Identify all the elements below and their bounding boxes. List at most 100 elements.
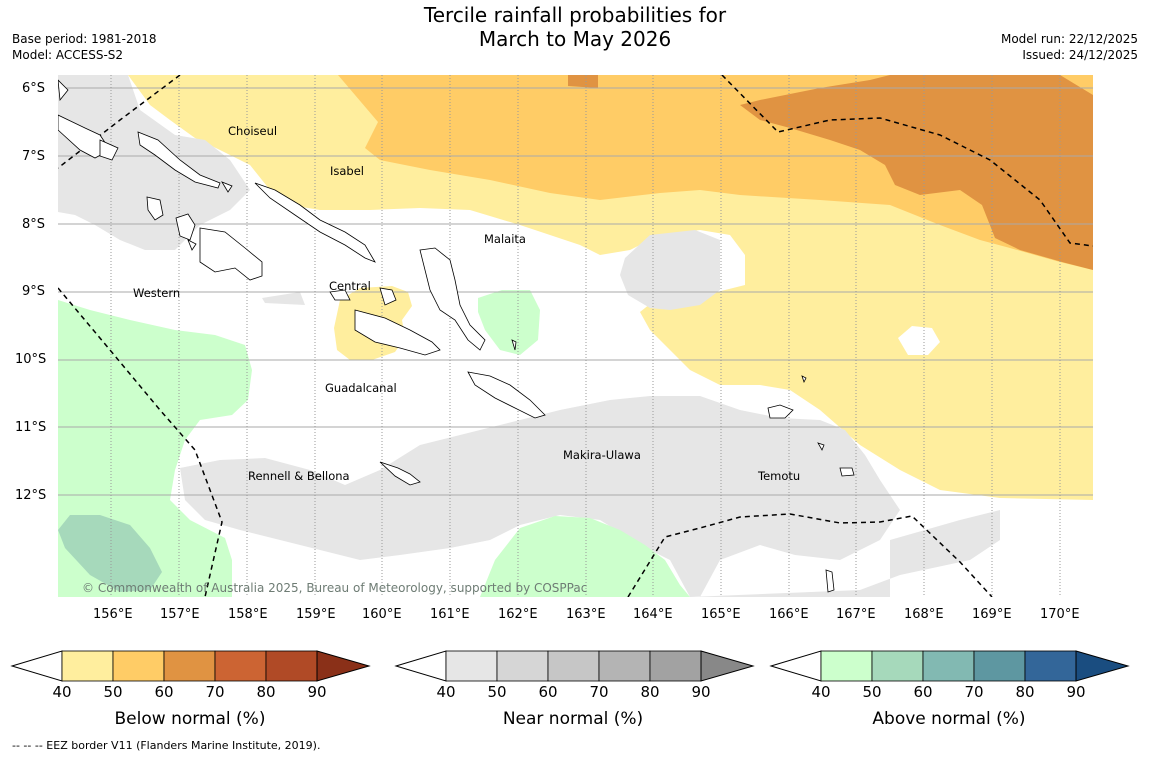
lon-label: 168°E bbox=[904, 607, 944, 622]
lat-label: 11°S bbox=[15, 420, 47, 435]
model-run: Model run: 22/12/2025 bbox=[1000, 32, 1138, 46]
title-line-2: March to May 2026 bbox=[478, 27, 672, 51]
colorbar-label-below: Below normal (%) bbox=[114, 709, 266, 729]
colorbar-near-normal bbox=[394, 650, 755, 682]
colorbar-segment bbox=[61, 650, 114, 682]
colorbar-tick-label: 70 bbox=[589, 683, 609, 701]
colorbar-segment bbox=[649, 650, 702, 682]
lon-grid bbox=[110, 75, 1061, 597]
issued-date: Issued: 24/12/2025 bbox=[1022, 48, 1138, 62]
lat-label: 12°S bbox=[15, 488, 47, 503]
eez-legend-note: -- -- -- EEZ border V11 (Flanders Marine… bbox=[12, 739, 321, 752]
page-title: Tercile rainfall probabilities for March… bbox=[0, 3, 1150, 51]
colorbar-segment bbox=[496, 650, 549, 682]
colorbar-segment bbox=[973, 650, 1026, 682]
lon-label: 159°E bbox=[296, 607, 336, 622]
colorbar-tick-label: 90 bbox=[691, 683, 711, 701]
lon-label: 158°E bbox=[228, 607, 268, 622]
lat-label: 10°S bbox=[15, 352, 47, 367]
colorbar-tick-label: 40 bbox=[436, 683, 456, 701]
province-label: Isabel bbox=[330, 164, 364, 178]
lon-label: 156°E bbox=[93, 607, 133, 622]
lat-label: 6°S bbox=[22, 81, 46, 96]
province-label: Makira-Ulawa bbox=[563, 448, 641, 462]
lon-label: 161°E bbox=[430, 607, 470, 622]
lon-label: 166°E bbox=[769, 607, 809, 622]
colorbar-below-normal bbox=[10, 650, 371, 682]
colorbar-extend-low bbox=[394, 650, 447, 682]
above-normal-50-60-area bbox=[58, 515, 162, 592]
colorbar-tick-label: 50 bbox=[862, 683, 882, 701]
lon-label: 170°E bbox=[1040, 607, 1080, 622]
province-label: Central bbox=[329, 279, 371, 293]
coastlines bbox=[58, 79, 855, 593]
colorbar-tick-label: 60 bbox=[538, 683, 558, 701]
lat-label: 7°S bbox=[22, 149, 46, 164]
colorbar-segment bbox=[163, 650, 216, 682]
lon-label: 164°E bbox=[633, 607, 673, 622]
meta-right: Model run: 22/12/2025 Issued: 24/12/2025 bbox=[1001, 31, 1138, 63]
lon-label: 157°E bbox=[160, 607, 200, 622]
lon-label: 165°E bbox=[701, 607, 741, 622]
colorbar-tick-label: 50 bbox=[103, 683, 123, 701]
colorbar-extend-high bbox=[700, 650, 755, 682]
colorbar-above-normal bbox=[769, 650, 1130, 682]
near-normal-40-50-area bbox=[262, 292, 305, 305]
colorbar-tick-label: 80 bbox=[1015, 683, 1035, 701]
lon-label: 163°E bbox=[566, 607, 606, 622]
colorbar-extend-low bbox=[10, 650, 63, 682]
near-normal-40-50-area bbox=[58, 75, 250, 250]
colorbar-tick-label: 80 bbox=[256, 683, 276, 701]
near-normal-40-50-area bbox=[180, 396, 1000, 597]
colorbar-segment bbox=[922, 650, 975, 682]
colorbar-tick-label: 80 bbox=[640, 683, 660, 701]
province-label: Western bbox=[133, 286, 180, 300]
colorbar-label-above: Above normal (%) bbox=[872, 709, 1026, 729]
lon-label: 160°E bbox=[362, 607, 402, 622]
colorbar-tick-label: 40 bbox=[811, 683, 831, 701]
colorbar-segment bbox=[598, 650, 651, 682]
province-label: Choiseul bbox=[228, 124, 277, 138]
colorbar-segment bbox=[214, 650, 267, 682]
lon-label: 169°E bbox=[972, 607, 1012, 622]
lon-label: 167°E bbox=[836, 607, 876, 622]
province-label: Guadalcanal bbox=[325, 381, 397, 395]
colorbar-segment bbox=[112, 650, 165, 682]
rainfall-map: Choiseul Isabel Malaita Western Central … bbox=[58, 75, 1093, 597]
lat-label: 9°S bbox=[22, 284, 46, 299]
colorbar-extend-low bbox=[769, 650, 822, 682]
colorbar-tick-label: 60 bbox=[913, 683, 933, 701]
no-signal-area bbox=[898, 326, 940, 355]
colorbar-tick-label: 70 bbox=[205, 683, 225, 701]
colorbar-tick-label: 60 bbox=[154, 683, 174, 701]
lat-label: 8°S bbox=[22, 217, 46, 232]
province-label: Temotu bbox=[757, 469, 800, 483]
base-period: Base period: 1981-2018 bbox=[12, 32, 157, 46]
colorbar-segment bbox=[445, 650, 498, 682]
province-label: Rennell & Bellona bbox=[248, 469, 350, 483]
colorbar-tick-label: 90 bbox=[1066, 683, 1086, 701]
eez-border bbox=[58, 75, 1093, 597]
lat-grid bbox=[58, 87, 1093, 496]
below-normal-60-70-area bbox=[740, 75, 1093, 270]
lon-label: 162°E bbox=[498, 607, 538, 622]
meta-left: Base period: 1981-2018 Model: ACCESS-S2 bbox=[12, 31, 157, 63]
colorbar-segment bbox=[1024, 650, 1077, 682]
colorbar-segment bbox=[871, 650, 924, 682]
colorbar-label-near: Near normal (%) bbox=[502, 709, 644, 729]
above-normal-40-50-area bbox=[478, 290, 540, 355]
title-line-1: Tercile rainfall probabilities for bbox=[423, 3, 727, 27]
colorbar-tick-label: 40 bbox=[52, 683, 72, 701]
colorbar-tick-label: 70 bbox=[964, 683, 984, 701]
colorbar-tick-label: 90 bbox=[307, 683, 327, 701]
above-normal-40-50-area bbox=[480, 516, 690, 597]
below-normal-60-70-area bbox=[568, 75, 598, 88]
colorbar-tick-label: 50 bbox=[487, 683, 507, 701]
colorbar-segment bbox=[820, 650, 873, 682]
model-name: Model: ACCESS-S2 bbox=[12, 48, 124, 62]
colorbar-segment bbox=[547, 650, 600, 682]
colorbars bbox=[10, 650, 1130, 682]
copyright-notice: © Commonwealth of Australia 2025, Bureau… bbox=[82, 581, 587, 595]
colorbar-extend-high bbox=[316, 650, 371, 682]
near-normal-40-50-area bbox=[620, 230, 720, 310]
